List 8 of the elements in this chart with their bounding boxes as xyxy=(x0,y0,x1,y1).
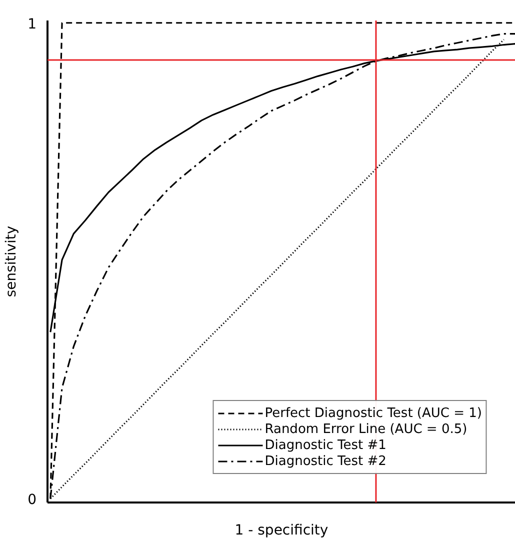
legend-label: Diagnostic Test #1 xyxy=(264,437,386,453)
x-axis-title: 1 - specificity xyxy=(234,522,328,538)
y-tick-label: 0 xyxy=(28,492,37,508)
legend-label: Diagnostic Test #2 xyxy=(264,453,386,469)
legend-label: Random Error Line (AUC = 0.5) xyxy=(264,421,468,437)
y-axis-title: sensitivity xyxy=(4,226,20,298)
y-tick-label: 1 xyxy=(28,16,37,32)
legend-label: Perfect Diagnostic Test (AUC = 1) xyxy=(264,405,482,421)
